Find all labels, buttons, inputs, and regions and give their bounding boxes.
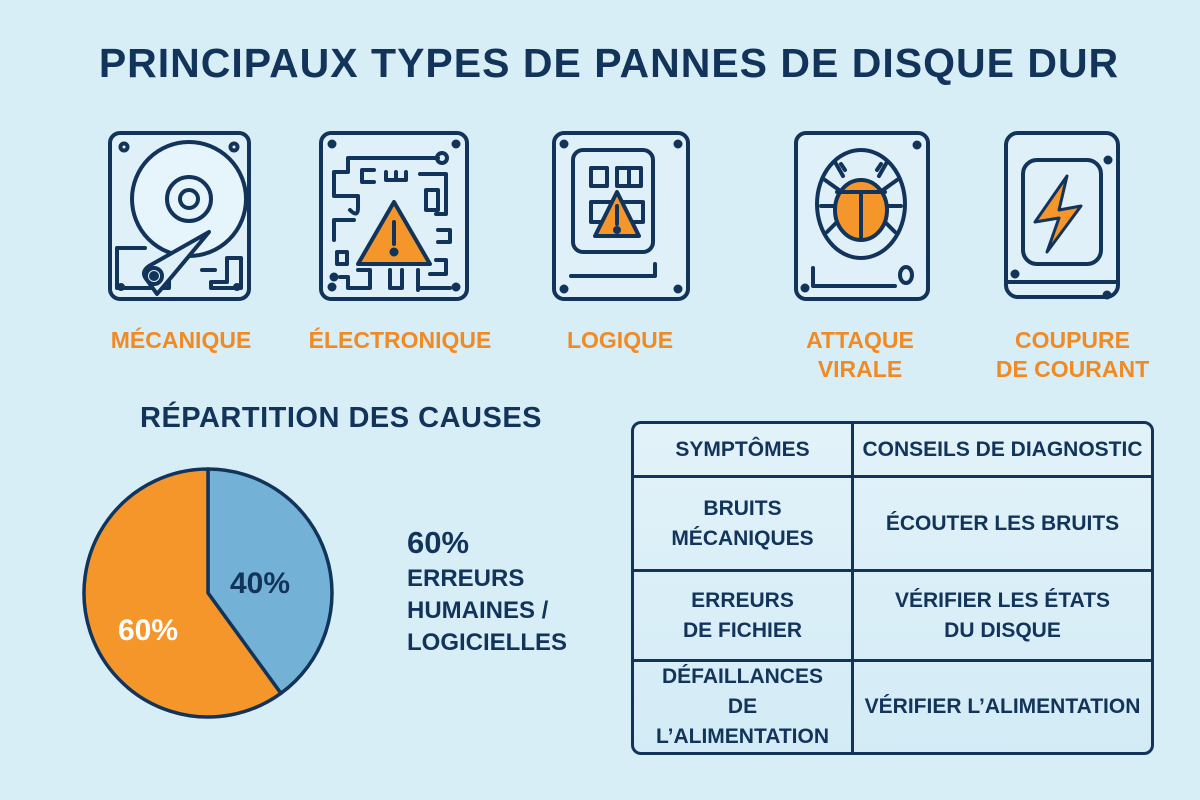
cell-line: DÉFAILLANCES <box>661 665 823 688</box>
legend-line: ERREURS <box>407 565 525 592</box>
table-row: ERREURS DE FICHIER VÉRIFIER LES ÉTATS DU… <box>634 572 1151 662</box>
legend-line: HUMAINES / <box>407 597 549 624</box>
label-line: COUPURE <box>1014 327 1130 353</box>
power-lightning-icon <box>1003 130 1121 302</box>
cell-line: ERREURS <box>691 588 794 612</box>
label-line: ATTAQUE <box>806 327 914 353</box>
legend-line: LOGICIELLES <box>407 629 568 656</box>
table-header-row: SYMPTÔMES CONSEILS DE DIAGNOSTIC <box>634 424 1151 478</box>
tip-cell: ÉCOUTER LES BRUITS <box>854 478 1151 572</box>
label-electronique: ÉLECTRONIQUE <box>308 327 492 353</box>
cell-line: DU DISQUE <box>944 618 1061 642</box>
cell-line: DE L’ALIMENTATION <box>655 695 830 748</box>
cell-line: MÉCANIQUES <box>671 526 814 550</box>
label-line: VIRALE <box>817 356 903 382</box>
label-mecanique: MÉCANIQUE <box>110 327 252 353</box>
page-title: PRINCIPAUX TYPES DE PANNES DE DISQUE DUR <box>98 40 1120 86</box>
pie-label-40: 40% <box>230 567 290 600</box>
pie-legend: 60% ERREURS HUMAINES / LOGICIELLES <box>407 523 567 659</box>
tip-cell: VÉRIFIER LES ÉTATS DU DISQUE <box>854 572 1151 662</box>
hard-disk-platter-icon <box>107 130 252 302</box>
symptom-cell: DÉFAILLANCES DE L’ALIMENTATION <box>634 662 854 752</box>
cell-line: DE FICHIER <box>682 618 802 642</box>
cell-line: VÉRIFIER LES ÉTATS <box>894 588 1111 612</box>
ssd-warning-icon <box>551 130 691 302</box>
symptom-cell: ERREURS DE FICHIER <box>634 572 854 662</box>
virus-bug-icon <box>793 130 931 302</box>
tip-cell: VÉRIFIER L’ALIMENTATION <box>854 662 1151 752</box>
diagnostic-table: SYMPTÔMES CONSEILS DE DIAGNOSTIC BRUITS … <box>631 421 1154 755</box>
circuit-board-warning-icon <box>318 130 470 302</box>
cell-line: VÉRIFIER L’ALIMENTATION <box>864 695 1141 718</box>
symptom-cell: BRUITS MÉCANIQUES <box>634 478 854 572</box>
table-row: BRUITS MÉCANIQUES ÉCOUTER LES BRUITS <box>634 478 1151 572</box>
label-coupure-courant: COUPURE DE COURANT <box>990 326 1155 384</box>
label-line: DE COURANT <box>995 356 1150 382</box>
legend-value: 60% <box>407 525 470 560</box>
pie-slice-40 <box>206 467 334 696</box>
label-attaque-virale: ATTAQUE VIRALE <box>780 326 940 384</box>
cell-line: ÉCOUTER LES BRUITS <box>885 511 1120 535</box>
causes-title: RÉPARTITION DES CAUSES <box>140 402 543 434</box>
pie-label-60: 60% <box>118 614 178 647</box>
cell-line: BRUITS <box>703 496 782 520</box>
table-row: DÉFAILLANCES DE L’ALIMENTATION VÉRIFIER … <box>634 662 1151 752</box>
pie-slice-60 <box>82 467 283 719</box>
label-logique: LOGIQUE <box>566 327 674 353</box>
causes-pie-chart: 40% 60% <box>80 465 340 730</box>
header-conseils: CONSEILS DE DIAGNOSTIC <box>854 424 1151 478</box>
header-symptomes: SYMPTÔMES <box>634 424 854 478</box>
